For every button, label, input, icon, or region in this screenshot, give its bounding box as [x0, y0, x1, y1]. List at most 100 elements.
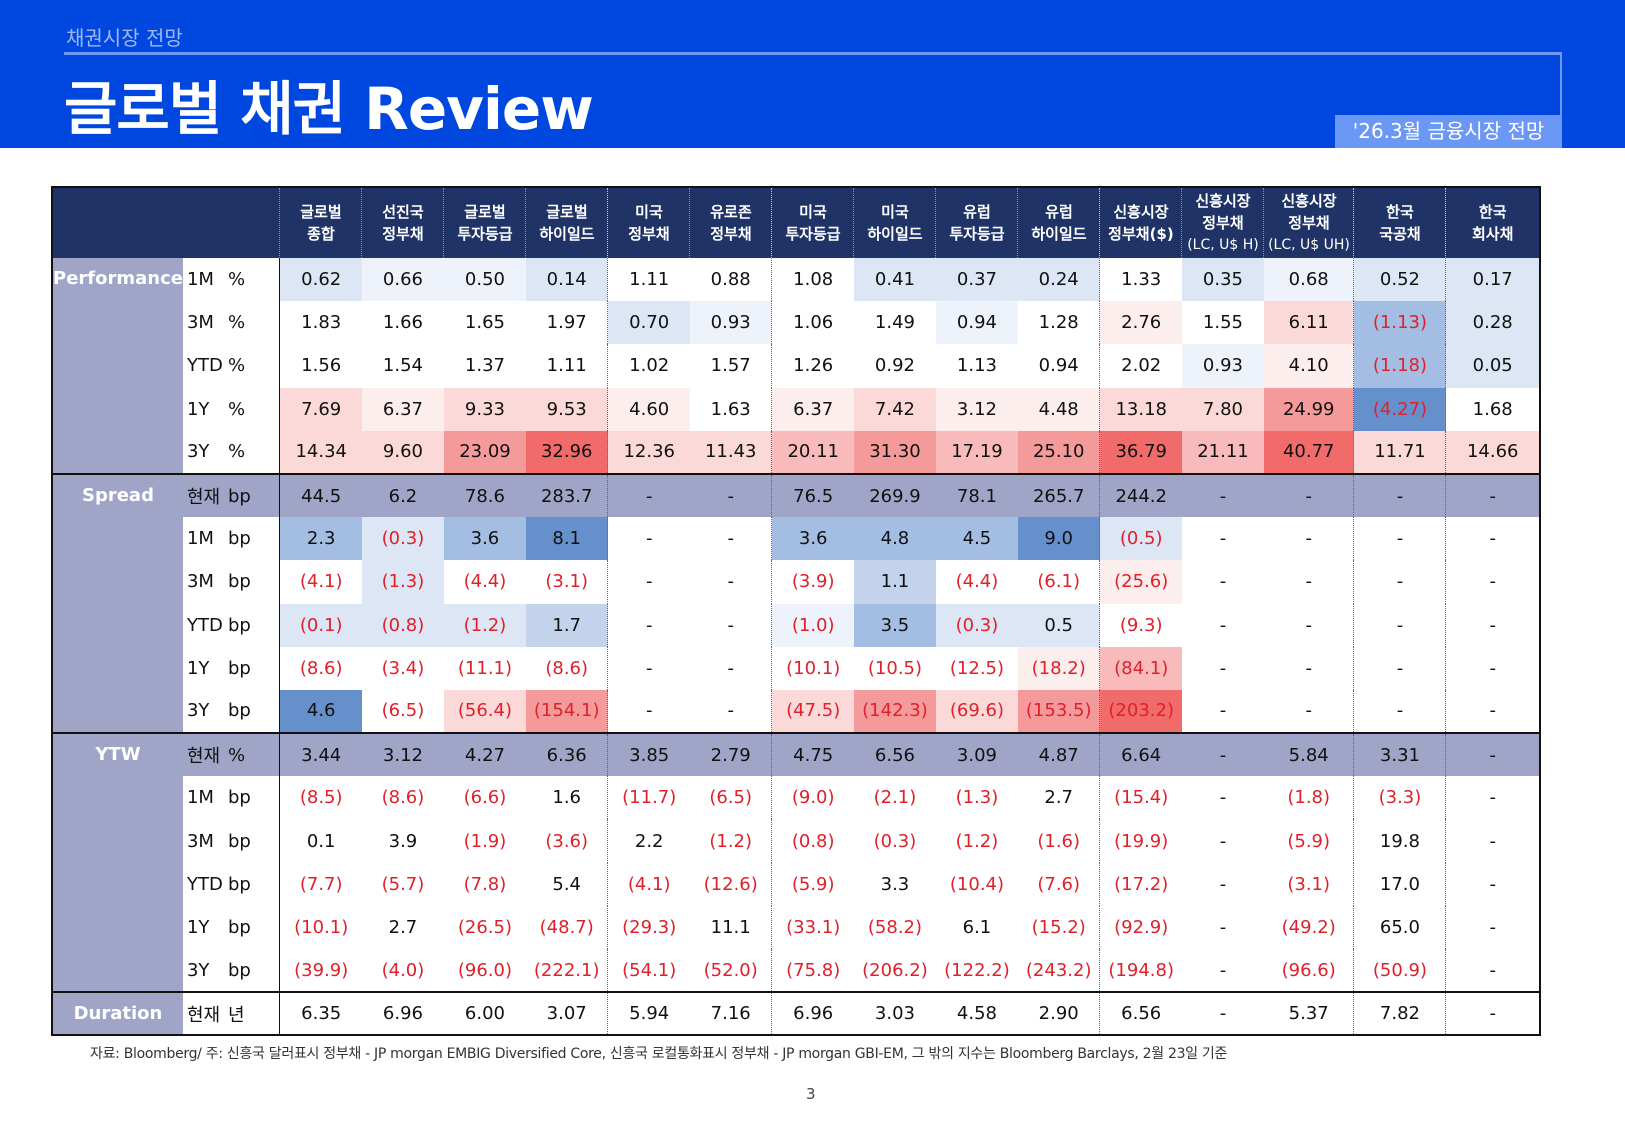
value-cell: (54.1): [607, 949, 690, 993]
column-header: 신흥시장 정부채 (LC, U$ UH): [1263, 187, 1354, 258]
value-cell: (5.9): [1263, 819, 1354, 863]
column-header-line: 투자등급: [457, 225, 513, 243]
value-cell: (1.2): [935, 819, 1018, 863]
value-cell: 0.24: [1017, 258, 1100, 302]
value-cell: -: [1353, 517, 1446, 561]
table-row: 3M% 1.83 1.66 1.65 1.97 0.70 0.93 1.06 1.49 0.94 1…: [52, 301, 1540, 345]
column-header: 유럽 하이일드: [1017, 187, 1100, 258]
value-cell: 17.0: [1353, 862, 1446, 906]
value-cell: -: [1445, 776, 1540, 820]
column-header-line: 글로벌: [546, 203, 588, 221]
value-cell: 4.6: [279, 689, 362, 734]
value-cell: (0.3): [935, 603, 1018, 647]
value-cell: (3.9): [771, 560, 854, 604]
header-banner: 채권시장 전망 글로벌 채권 Review '26.3월 금융시장 전망: [0, 0, 1625, 148]
value-cell: (15.4): [1099, 776, 1182, 820]
value-cell: (222.1): [525, 949, 608, 993]
value-cell: 3.31: [1353, 732, 1446, 777]
row-group-label: Spread: [52, 472, 183, 734]
value-cell: 11.71: [1353, 430, 1446, 474]
report-badge: '26.3월 금융시장 전망: [1335, 115, 1562, 148]
value-cell: (3.1): [525, 560, 608, 604]
value-cell: 78.1: [935, 472, 1018, 518]
value-cell: 1.6: [525, 776, 608, 820]
unit-label: bp: [227, 776, 280, 820]
period-label: YTD: [182, 862, 228, 906]
value-cell: (69.6): [935, 689, 1018, 734]
value-cell: 3.09: [935, 732, 1018, 777]
column-header-line: 한국: [1386, 203, 1414, 221]
value-cell: 1.57: [689, 344, 772, 388]
value-cell: -: [607, 517, 690, 561]
value-cell: 0.94: [935, 301, 1018, 345]
value-cell: 1.68: [1445, 387, 1540, 431]
value-cell: 9.0: [1017, 517, 1100, 561]
value-cell: 14.34: [279, 430, 362, 474]
value-cell: (154.1): [525, 689, 608, 734]
value-cell: (84.1): [1099, 646, 1182, 690]
value-cell: (5.7): [361, 862, 444, 906]
column-header-line: 미국: [635, 203, 663, 221]
table-row: Duration 현재 년 6.35 6.96 6.00 3.07 5.94 7.16 6.96 3…: [52, 991, 1540, 1036]
value-cell: 8.1: [525, 517, 608, 561]
value-cell: 6.36: [525, 732, 608, 777]
value-cell: (142.3): [853, 689, 936, 734]
value-cell: -: [689, 472, 772, 518]
unit-label: bp: [227, 949, 280, 993]
unit-label: %: [227, 258, 280, 302]
table-row: Spread 현재 bp 44.5 6.2 78.6 283.7- -76.5 269.9 78.…: [52, 472, 1540, 734]
value-cell: 0.70: [607, 301, 690, 345]
value-cell: 3.85: [607, 732, 690, 777]
value-cell: 1.66: [361, 301, 444, 345]
value-cell: 31.30: [853, 430, 936, 474]
value-cell: 0.50: [443, 258, 526, 302]
value-cell: -: [1181, 991, 1264, 1036]
value-cell: 4.5: [935, 517, 1018, 561]
unit-label: bp: [227, 560, 280, 604]
value-cell: 24.99: [1263, 387, 1354, 431]
value-cell: (25.6): [1099, 560, 1182, 604]
value-cell: (0.8): [361, 603, 444, 647]
value-cell: -: [689, 517, 772, 561]
value-cell: 4.27: [443, 732, 526, 777]
value-cell: -: [607, 472, 690, 518]
value-cell: (12.5): [935, 646, 1018, 690]
value-cell: (29.3): [607, 905, 690, 949]
value-cell: 1.1: [853, 560, 936, 604]
value-cell: (6.5): [361, 689, 444, 734]
value-cell: 0.35: [1181, 258, 1264, 302]
period-label: 현재: [182, 732, 228, 777]
value-cell: 269.9: [853, 472, 936, 518]
column-header-line: 유로존: [710, 203, 752, 221]
value-cell: (50.9): [1353, 949, 1446, 993]
value-cell: (11.1): [443, 646, 526, 690]
value-cell: (56.4): [443, 689, 526, 734]
value-cell: (1.13): [1353, 301, 1446, 345]
period-label: 3Y: [182, 689, 228, 734]
value-cell: -: [1181, 603, 1264, 647]
column-header-line: 신흥시장: [1195, 192, 1251, 210]
period-label: 3Y: [182, 949, 228, 993]
value-cell: (4.4): [935, 560, 1018, 604]
value-cell: (8.6): [525, 646, 608, 690]
row-group-label: Performance: [52, 258, 183, 474]
period-label: 3M: [182, 819, 228, 863]
value-cell: -: [1181, 949, 1264, 993]
value-cell: (153.5): [1017, 689, 1100, 734]
value-cell: 0.28: [1445, 301, 1540, 345]
value-cell: (9.0): [771, 776, 854, 820]
value-cell: 4.75: [771, 732, 854, 777]
table-row: 1M bp (8.5) (8.6) (6.6) 1.6 (11.7) (6.5) (9.0) (2…: [52, 776, 1540, 820]
value-cell: 1.97: [525, 301, 608, 345]
column-header-line: 유럽: [1045, 203, 1073, 221]
column-header: 한국 국공채: [1353, 187, 1446, 258]
value-cell: (194.8): [1099, 949, 1182, 993]
value-cell: 32.96: [525, 430, 608, 474]
column-header: 신흥시장 정부채($): [1099, 187, 1182, 258]
value-cell: 7.80: [1181, 387, 1264, 431]
value-cell: 7.69: [279, 387, 362, 431]
value-cell: -: [1263, 646, 1354, 690]
value-cell: 25.10: [1017, 430, 1100, 474]
column-header-line: 정부채: [710, 225, 752, 243]
value-cell: -: [1181, 472, 1264, 518]
